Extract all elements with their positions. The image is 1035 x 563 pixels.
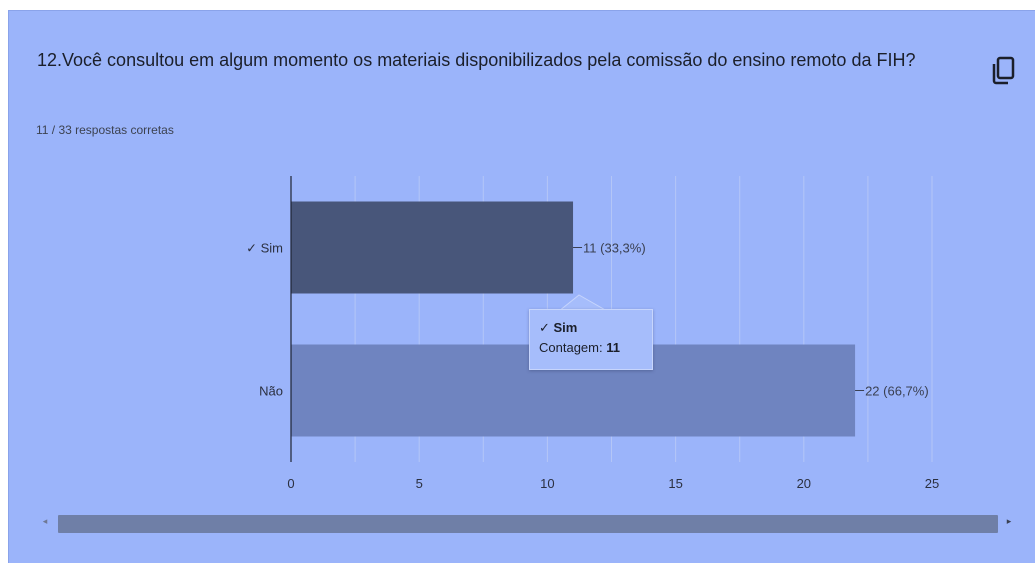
y-category-label: ✓ Sim <box>246 241 283 256</box>
x-tick-label: 15 <box>668 476 682 491</box>
x-tick-label: 5 <box>416 476 423 491</box>
x-tick-label: 0 <box>287 476 294 491</box>
x-tick-label: 20 <box>797 476 811 491</box>
tooltip-label: Contagem: <box>539 340 607 355</box>
tooltip-category: ✓ Sim <box>539 320 578 335</box>
copy-icon <box>992 56 1015 85</box>
chart-tooltip: ✓ Sim Contagem: 11 <box>529 309 653 370</box>
scroll-thumb[interactable] <box>58 515 998 533</box>
horizontal-scrollbar[interactable]: ◂ ▸ <box>33 508 1019 534</box>
scroll-left-button[interactable]: ◂ <box>42 516 48 526</box>
bar <box>291 201 574 294</box>
y-category-label: Não <box>259 384 283 399</box>
copy-chart-button[interactable] <box>991 55 1017 87</box>
question-title: 12.Você consultou em algum momento os ma… <box>37 50 916 70</box>
data-label: 11 (33,3%) <box>583 241 646 256</box>
correct-answers-summary: 11 / 33 respostas corretas <box>36 123 174 137</box>
scroll-right-button[interactable]: ▸ <box>1006 516 1012 526</box>
data-label: 22 (66,7%) <box>865 384 929 399</box>
x-tick-label: 10 <box>540 476 554 491</box>
x-tick-label: 25 <box>925 476 939 491</box>
tooltip-value: 11 <box>606 340 620 355</box>
